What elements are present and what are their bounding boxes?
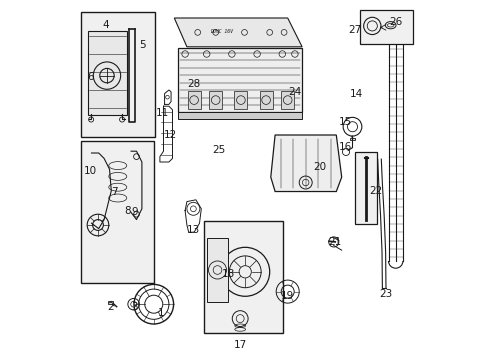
Text: 26: 26 [388,17,402,27]
Bar [107,301,113,304]
Text: 8: 8 [124,206,131,216]
Text: 23: 23 [379,289,392,300]
Text: 18: 18 [222,269,235,279]
Text: 21: 21 [328,237,341,247]
Text: 5: 5 [140,40,146,50]
Text: 20: 20 [313,162,326,172]
Text: 4: 4 [102,20,109,30]
Text: 15: 15 [338,117,351,127]
Bar [81,141,153,283]
Text: 11: 11 [156,108,169,118]
Text: 6: 6 [87,72,94,82]
Text: 9: 9 [131,207,138,217]
Bar [281,91,294,109]
Text: 1: 1 [157,308,164,318]
Text: 7: 7 [111,187,117,197]
Bar [359,10,412,44]
Text: 3: 3 [130,302,137,312]
Bar [206,238,228,302]
Text: 14: 14 [349,89,363,99]
Bar [81,12,155,137]
Bar [209,91,222,109]
Text: 19: 19 [281,291,294,301]
Bar [355,152,376,224]
Text: 22: 22 [368,186,382,196]
Polygon shape [174,18,302,47]
Bar [178,112,302,119]
Text: DOHC 16V: DOHC 16V [209,29,232,34]
Text: 27: 27 [347,24,361,35]
Text: 16: 16 [338,142,351,152]
Text: 24: 24 [288,87,301,97]
Bar [234,91,247,109]
Text: 2: 2 [107,302,114,312]
Bar [178,48,302,112]
Bar [259,91,272,109]
Bar [349,138,354,140]
Text: 25: 25 [212,145,225,156]
Bar [187,91,200,109]
Bar [88,31,127,115]
Text: 13: 13 [186,225,200,235]
Polygon shape [270,135,341,192]
Text: 10: 10 [84,166,97,176]
Text: 12: 12 [163,130,176,140]
Bar [204,221,283,333]
Text: 28: 28 [186,78,200,89]
Text: 17: 17 [233,340,246,350]
